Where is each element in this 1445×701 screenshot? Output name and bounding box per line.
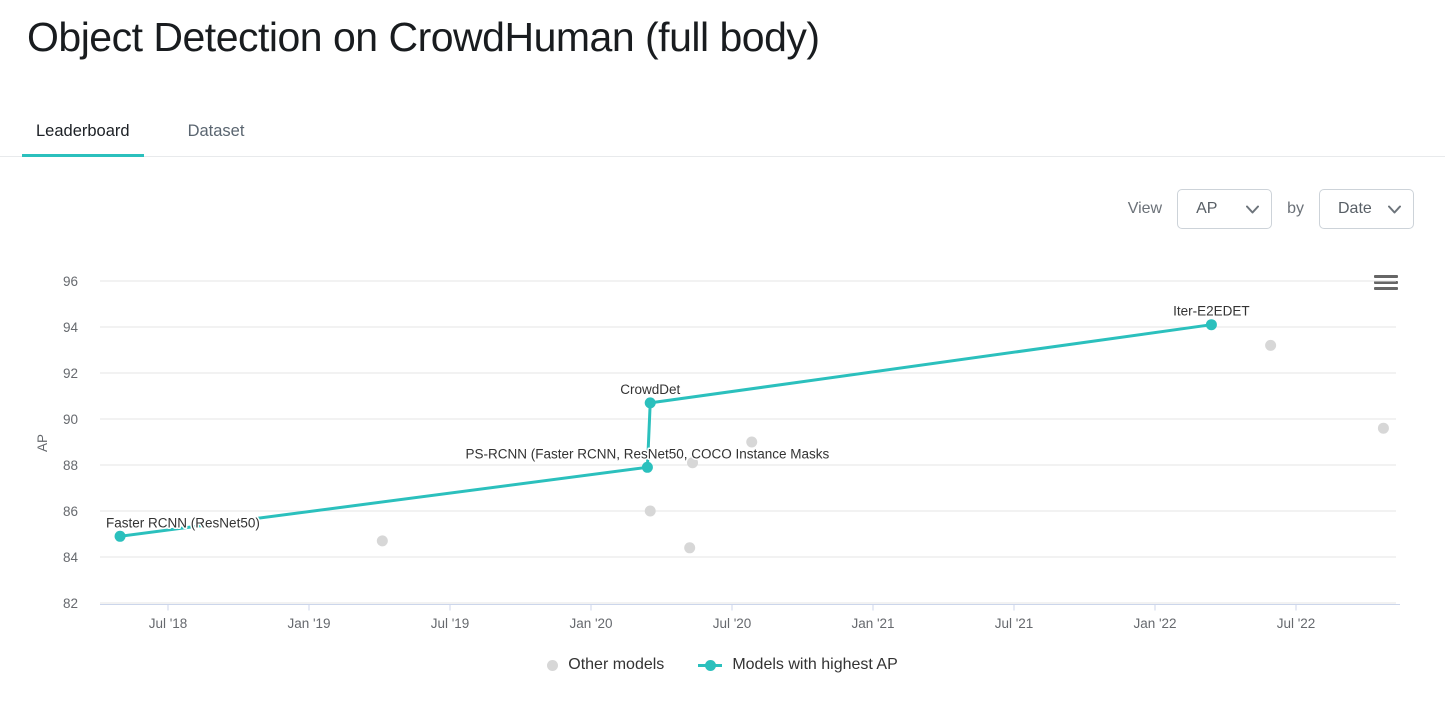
highest-ap-line — [118, 323, 1213, 538]
legend-highest-ap[interactable]: Models with highest AP — [698, 656, 898, 674]
tab-dataset[interactable]: Dataset — [187, 122, 245, 140]
y-tick-label: 86 — [63, 504, 78, 519]
highest-ap-marker-icon — [698, 659, 723, 671]
other-model-point[interactable] — [1377, 422, 1389, 434]
x-tick-label: Jul '21 — [995, 616, 1034, 631]
x-tick-label: Jul '18 — [149, 616, 188, 631]
legend-other-models-label: Other models — [568, 656, 665, 673]
ap-chart: 96 94 92 90 88 86 84 82 Jul '18 Jan '19 Jul '19 Jan… — [0, 240, 1445, 640]
chevron-down-icon — [1246, 205, 1260, 214]
x-tick-label: Jan '20 — [569, 616, 612, 631]
other-model-point[interactable] — [687, 457, 699, 469]
legend-other-models[interactable]: Other models — [547, 656, 664, 674]
x-tick-label: Jul '20 — [713, 616, 752, 631]
other-model-point[interactable] — [644, 505, 656, 517]
other-model-point[interactable] — [1265, 339, 1277, 351]
highlight-point[interactable] — [644, 397, 656, 409]
other-models-marker-icon — [547, 659, 559, 671]
x-tick-label: Jan '22 — [1133, 616, 1176, 631]
y-tick-label: 94 — [63, 320, 79, 335]
model-label: PS-RCNN (Faster RCNN, ResNet50, COCO Ins… — [465, 446, 829, 461]
highlight-point[interactable] — [1205, 319, 1217, 331]
y-tick-label: 96 — [63, 274, 78, 289]
metric-select-value: AP — [1196, 200, 1218, 217]
group-by-select-value: Date — [1338, 200, 1372, 217]
x-tick-label: Jan '19 — [287, 616, 330, 631]
group-by-select[interactable]: Date — [1319, 189, 1414, 229]
y-tick-label: 82 — [63, 596, 78, 611]
metric-select[interactable]: AP — [1177, 189, 1273, 229]
y-tick-label: 92 — [63, 366, 78, 381]
legend-highest-ap-label: Models with highest AP — [732, 656, 898, 673]
page-title: Object Detection on CrowdHuman (full bod… — [27, 14, 820, 60]
highlight-point[interactable] — [114, 530, 126, 542]
chart-controls: View AP by Date — [1128, 189, 1414, 229]
ap-chart-svg: 96 94 92 90 88 86 84 82 Jul '18 Jan '19 Jul '19 Jan… — [35, 274, 1400, 631]
model-label: Faster RCNN (ResNet50) — [106, 515, 260, 530]
model-label: Iter-E2EDET — [1173, 304, 1250, 319]
model-label: CrowdDet — [620, 382, 680, 397]
other-model-point[interactable] — [684, 542, 696, 554]
y-tick-label: 84 — [63, 550, 79, 565]
other-model-point[interactable] — [746, 436, 758, 448]
chart-legend: Other models Models with highest AP — [0, 650, 1445, 680]
y-tick-label: 88 — [63, 458, 78, 473]
view-label: View — [1127, 200, 1163, 217]
tabs-bar: Leaderboard Dataset — [0, 104, 1445, 157]
y-axis-title: AP — [35, 434, 50, 452]
tab-leaderboard[interactable]: Leaderboard — [22, 108, 144, 157]
x-tick-label: Jul '22 — [1277, 616, 1316, 631]
x-tick-label: Jan '21 — [851, 616, 894, 631]
y-tick-label: 90 — [63, 412, 78, 427]
chevron-down-icon — [1388, 205, 1401, 214]
highlight-point[interactable] — [641, 461, 653, 473]
by-label: by — [1287, 200, 1304, 217]
x-tick-label: Jul '19 — [431, 616, 470, 631]
other-model-point[interactable] — [376, 535, 388, 547]
chart-context-menu-icon[interactable] — [1374, 275, 1398, 290]
